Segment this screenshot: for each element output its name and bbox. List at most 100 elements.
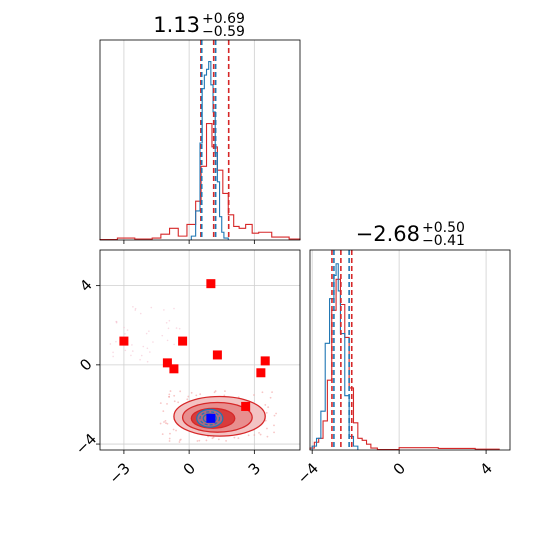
sample-point (172, 428, 175, 431)
red-square-marker (256, 368, 266, 378)
scatter-y-tick-label: 4 (76, 276, 95, 295)
sample-point (134, 309, 137, 311)
sample-point (179, 439, 181, 442)
hist-p1-title: 1.13 (153, 13, 200, 37)
sample-point (139, 358, 141, 361)
hist-p2-tick-label: −4 (294, 459, 322, 487)
sample-point (253, 394, 255, 396)
sample-point (275, 412, 277, 415)
sample-point (162, 410, 165, 413)
sample-point (109, 343, 112, 345)
sample-point (159, 422, 162, 425)
sample-point (161, 334, 164, 337)
sample-point (112, 351, 114, 354)
sample-point (173, 394, 176, 397)
sample-point (258, 431, 260, 434)
sample-point (166, 422, 169, 425)
hist-p1-frame (99, 39, 301, 241)
sample-point (159, 402, 162, 405)
sample-point (175, 429, 177, 432)
sample-point (267, 406, 270, 409)
sample-point (253, 434, 256, 436)
sample-point (112, 355, 114, 358)
red-square-marker (260, 356, 270, 366)
sample-point (265, 411, 268, 414)
sample-point (131, 344, 133, 346)
sample-point (169, 432, 171, 435)
sample-point (152, 341, 154, 343)
sample-point (167, 327, 170, 330)
hist-p1-title-minus: −0.59 (202, 24, 245, 40)
sample-point (140, 354, 143, 357)
sample-point (132, 305, 134, 308)
sample-point (214, 390, 217, 392)
sample-point (213, 391, 216, 394)
sample-point (186, 398, 189, 401)
sample-point (148, 330, 150, 332)
hist-p1-series (99, 60, 301, 241)
hist-p2-quantile-lines (331, 250, 353, 450)
sample-point (146, 360, 149, 363)
sample-point (195, 394, 198, 397)
sample-point (190, 391, 193, 394)
sample-point (168, 393, 171, 396)
sample-point (164, 419, 167, 422)
sample-point (205, 439, 208, 442)
sample-point (264, 404, 267, 406)
sample-point (131, 350, 134, 352)
sample-point (198, 439, 201, 442)
sample-point (211, 437, 214, 440)
sample-point (173, 343, 175, 346)
sample-point (168, 319, 171, 322)
sample-point (224, 390, 226, 393)
hist-p1-title-value: 1.13 (153, 13, 200, 37)
red-square-marker (206, 279, 216, 289)
hist-p2-hist-red (309, 278, 500, 451)
sample-point (261, 391, 264, 394)
sample-point (146, 347, 149, 350)
scatter-p1-p2-panel: −3 0 3 −4 0 4 (72, 249, 301, 488)
red-square-marker (119, 336, 129, 346)
sample-point (187, 395, 190, 398)
sample-point (259, 433, 262, 436)
sample-point (273, 431, 275, 434)
hist-p2-tick-label: 0 (390, 459, 409, 478)
sample-point (233, 436, 236, 439)
hist-p1-title-plus: +0.69 (202, 11, 245, 27)
hist-p2-frame (309, 249, 511, 451)
sample-point (225, 439, 227, 442)
scatter-y-tick-label: 0 (76, 355, 95, 374)
sample-point (177, 401, 180, 404)
sample-point (124, 333, 126, 335)
red-square-marker (212, 350, 222, 360)
sample-point (169, 390, 172, 392)
hist-p2-grid (311, 250, 487, 450)
sample-point (130, 354, 132, 357)
sample-point (247, 434, 250, 437)
scatter-x-tick-label: 3 (245, 459, 264, 478)
sample-point (165, 322, 168, 324)
sample-point (168, 440, 171, 442)
red-square-marker (178, 336, 188, 346)
scatter-frame (99, 249, 301, 451)
sample-point (165, 422, 167, 424)
sample-point (173, 400, 176, 403)
sample-point (150, 306, 153, 309)
hist-p1-ticks (123, 240, 255, 244)
sample-point (166, 402, 168, 405)
sample-point (269, 396, 272, 399)
red-square-marker (169, 364, 179, 374)
sample-point (166, 339, 169, 342)
sample-point (273, 414, 276, 417)
blue-contour-level-2 (199, 411, 221, 426)
sample-point (175, 327, 178, 329)
sample-point (126, 329, 129, 331)
sample-point (266, 435, 269, 438)
sample-point (217, 438, 220, 441)
hist-p1-panel: 1.13 +0.69 −0.59 (99, 11, 301, 244)
sample-point (168, 437, 171, 440)
hist-p1-quantile-lines (200, 40, 230, 240)
sample-point (168, 395, 170, 398)
sample-point (237, 437, 240, 440)
